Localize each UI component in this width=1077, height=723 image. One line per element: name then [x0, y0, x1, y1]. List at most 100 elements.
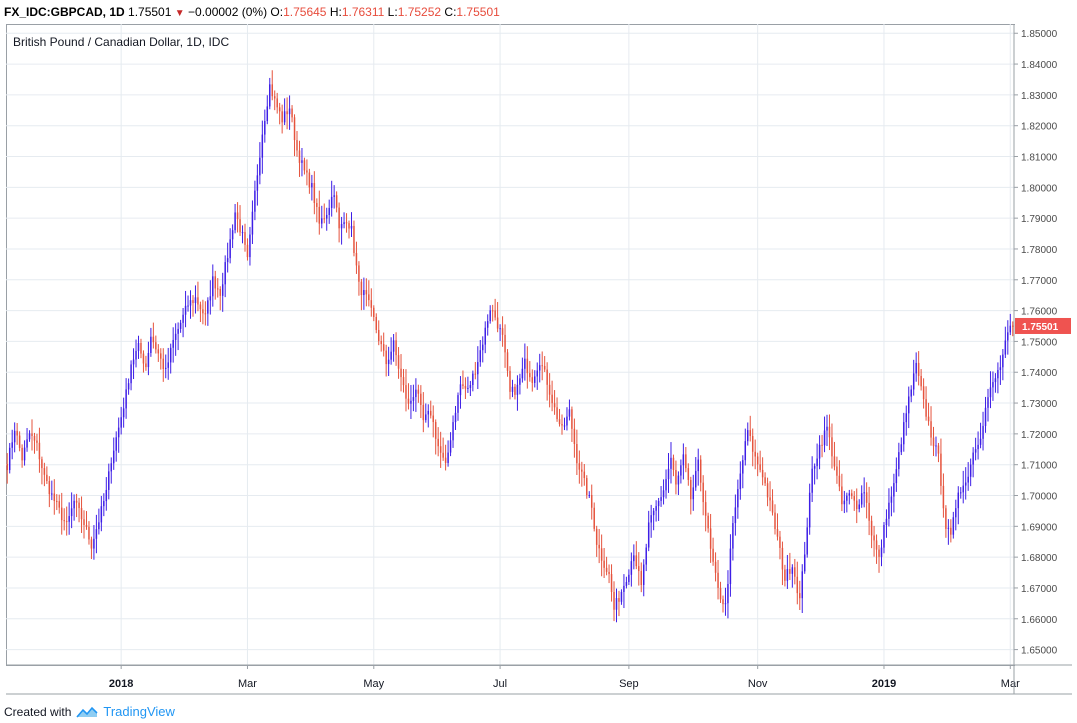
- y-tick-label: 1.85000: [1021, 29, 1058, 40]
- y-tick-label: 1.77000: [1021, 276, 1058, 287]
- candle-body: [855, 500, 858, 510]
- created-with-label: Created with: [4, 704, 72, 719]
- candle-body: [430, 410, 432, 416]
- candle-body: [236, 212, 239, 220]
- candle-body: [747, 430, 749, 442]
- candle-body: [660, 497, 662, 501]
- y-tick-label: 1.69000: [1021, 522, 1058, 533]
- candle-body: [865, 492, 868, 503]
- low-label: L:: [387, 5, 398, 19]
- tradingview-brand[interactable]: TradingView: [103, 704, 175, 719]
- candle-body: [930, 421, 932, 438]
- candle-body: [491, 310, 494, 312]
- candle-body: [184, 305, 187, 315]
- candle-body: [412, 397, 415, 401]
- candle-body: [85, 525, 88, 527]
- candle-body: [256, 175, 259, 191]
- candle-body: [618, 598, 620, 602]
- candle-body: [150, 336, 152, 353]
- candle-body: [883, 525, 885, 548]
- candle-body: [534, 376, 536, 383]
- candle-body: [781, 547, 784, 570]
- candle-body: [496, 317, 499, 329]
- candle-body: [521, 368, 524, 379]
- candle-body: [667, 468, 670, 480]
- x-tick-label: 2019: [872, 678, 896, 690]
- candle-body: [330, 196, 333, 208]
- candle-body: [18, 435, 21, 448]
- candle-body: [672, 457, 675, 470]
- candle-body: [308, 172, 311, 188]
- candle-body: [873, 535, 875, 541]
- candle-body: [761, 469, 764, 478]
- candle-body: [340, 224, 343, 229]
- candle-body: [325, 214, 328, 219]
- candle-body: [682, 454, 685, 466]
- candle-body: [298, 150, 301, 163]
- price-chart[interactable]: 1.65000 1.66000 1.67000 1.68000 1.69000 1.700…: [0, 0, 1077, 700]
- candle-body: [432, 415, 434, 423]
- candle-body: [350, 225, 353, 229]
- candle-body: [816, 458, 818, 467]
- candle-body: [486, 321, 489, 328]
- candle-body: [751, 436, 754, 452]
- candle-body: [529, 373, 531, 378]
- candle-body: [717, 572, 719, 588]
- candle-body: [652, 510, 655, 516]
- candle-body: [21, 447, 23, 461]
- last-price: 1.75501: [128, 5, 172, 19]
- candle-body: [219, 289, 221, 296]
- x-tick-label: Jul: [493, 678, 507, 690]
- candle-body: [241, 232, 244, 234]
- candle-body: [449, 440, 452, 453]
- candle-body: [516, 384, 519, 395]
- candle-body: [226, 258, 229, 263]
- candle-body: [880, 547, 883, 557]
- y-tick-label: 1.68000: [1021, 553, 1058, 564]
- candle-body: [642, 564, 645, 585]
- candle-body: [729, 548, 732, 585]
- candle-body: [33, 435, 36, 441]
- candle-body: [345, 222, 348, 224]
- candle-body: [98, 522, 100, 530]
- candle-body: [675, 469, 677, 485]
- y-tick-label: 1.78000: [1021, 245, 1058, 256]
- candle-body: [561, 424, 563, 426]
- candle-body: [402, 377, 405, 386]
- candle-body: [395, 340, 397, 356]
- candle-body: [514, 386, 516, 395]
- x-tick-label: 2018: [109, 678, 133, 690]
- candle-body: [51, 493, 53, 495]
- down-triangle-icon: ▼: [174, 8, 185, 19]
- candle-body: [590, 495, 593, 508]
- candle-body: [558, 419, 561, 425]
- y-tick-label: 1.76000: [1021, 307, 1058, 318]
- candle-body: [573, 428, 576, 445]
- candle-body: [231, 230, 234, 240]
- candle-body: [920, 375, 922, 387]
- candle-body: [662, 490, 665, 498]
- x-tick-label: May: [363, 678, 384, 690]
- candle-body: [375, 316, 378, 330]
- candle-body: [269, 84, 271, 107]
- candle-body: [576, 444, 578, 464]
- candle-body: [41, 459, 43, 469]
- candle-body: [600, 548, 603, 561]
- candle-body: [960, 492, 962, 494]
- candle-body: [26, 439, 28, 448]
- candle-body: [6, 463, 8, 471]
- candle-body: [142, 353, 145, 364]
- x-tick-label: Mar: [238, 678, 257, 690]
- candle-body: [103, 501, 105, 507]
- candle-body: [439, 446, 442, 453]
- candle-body: [997, 370, 999, 379]
- candle-body: [543, 365, 546, 370]
- candle-body: [860, 493, 863, 505]
- candle-body: [174, 333, 177, 340]
- candle-body: [806, 527, 808, 555]
- candle-body: [987, 397, 989, 408]
- candle-body: [301, 160, 303, 163]
- candle-body: [992, 382, 994, 388]
- candle-body: [744, 441, 747, 461]
- candle-body: [504, 334, 506, 353]
